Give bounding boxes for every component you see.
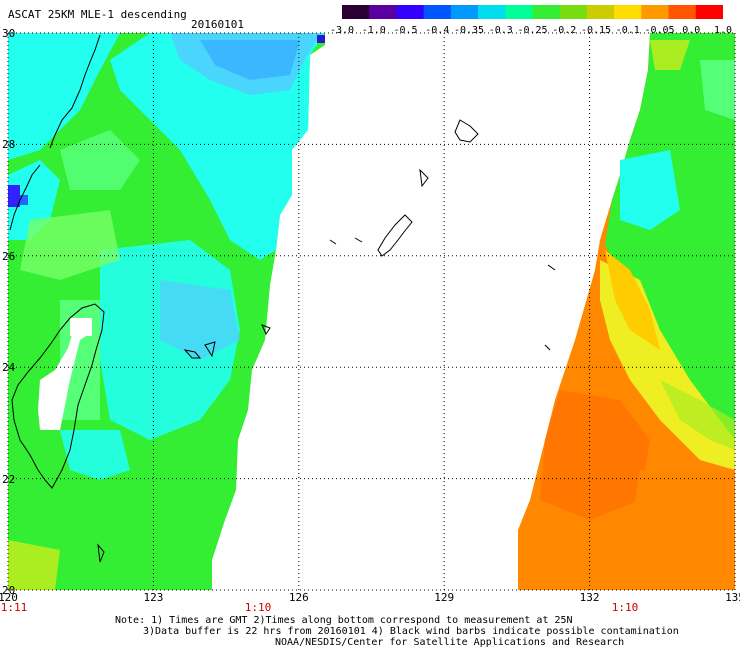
- color-scale-segment: [450, 5, 479, 19]
- latitude-label: 28: [2, 138, 16, 152]
- color-scale-label: -0.4: [425, 25, 450, 36]
- color-scale-segment: [505, 5, 533, 19]
- time-label: 1:11: [0, 601, 28, 614]
- time-label: 1:10: [244, 601, 272, 614]
- color-scale-segment: [695, 5, 723, 19]
- color-scale-segment: [532, 5, 561, 19]
- color-scale-segment: [586, 5, 615, 19]
- latitude-label: 22: [2, 472, 16, 486]
- color-scale-segment: [369, 5, 397, 19]
- color-scale-bar: [342, 5, 723, 19]
- time-label: 1:10: [611, 601, 639, 614]
- map-date: 20160101: [191, 18, 244, 31]
- color-scale-label: -0.25: [517, 25, 548, 36]
- color-scale-segment: [423, 5, 452, 19]
- longitude-label: 120: [0, 591, 18, 604]
- color-scale-label: -0.35: [453, 25, 485, 36]
- color-scale-label: -0.05: [644, 25, 675, 36]
- longitude-label: 126: [288, 591, 309, 604]
- color-scale-label: -0.5: [393, 25, 418, 36]
- west-swath: [8, 33, 325, 590]
- color-scale-segment: [668, 5, 697, 19]
- color-scale-label: -0.1: [615, 25, 640, 36]
- graticule: [7, 32, 736, 591]
- color-scale-label: 0.0: [682, 25, 701, 36]
- color-scale-label: -0.15: [580, 25, 612, 36]
- color-scale-segment: [396, 5, 425, 19]
- note-line-1: Note: 1) Times are GMT 2)Times along bot…: [115, 615, 573, 626]
- color-scale-labels: -3.0 -1.0 -0.5 -0.4 -0.35 -0.3 -0.25 -0.2 -0.15-…: [330, 25, 740, 37]
- color-scale-label: -0.3: [488, 25, 513, 36]
- color-scale-segment: [559, 5, 588, 19]
- latitude-label: 20: [2, 584, 16, 597]
- coastlines: [9, 34, 556, 563]
- color-scale-segment: [614, 5, 642, 19]
- note-line-3: NOAA/NESDIS/Center for Satellite Applica…: [275, 637, 625, 648]
- color-scale-segment: [641, 5, 670, 19]
- map-title: ASCAT 25KM MLE-1 descending: [8, 8, 187, 21]
- longitude-label: 129: [434, 591, 455, 604]
- east-swath: [518, 33, 735, 590]
- latitude-label: 30: [2, 27, 16, 40]
- note-line-2: 3)Data buffer is 22 hrs from 20160101 4)…: [143, 626, 679, 637]
- latitude-label: 24: [2, 361, 16, 375]
- longitude-label: 123: [143, 591, 164, 604]
- longitude-label: 132: [579, 591, 600, 604]
- latitude-label: 26: [2, 249, 16, 263]
- color-scale-label: 1.0: [713, 25, 733, 36]
- color-scale-label: -0.2: [552, 25, 577, 36]
- color-scale-label: -3.0: [329, 25, 355, 36]
- longitude-label: 135: [725, 591, 740, 604]
- color-scale-segment: [342, 5, 370, 19]
- color-scale-label: -1.0: [361, 25, 386, 36]
- color-scale-segment: [478, 5, 506, 19]
